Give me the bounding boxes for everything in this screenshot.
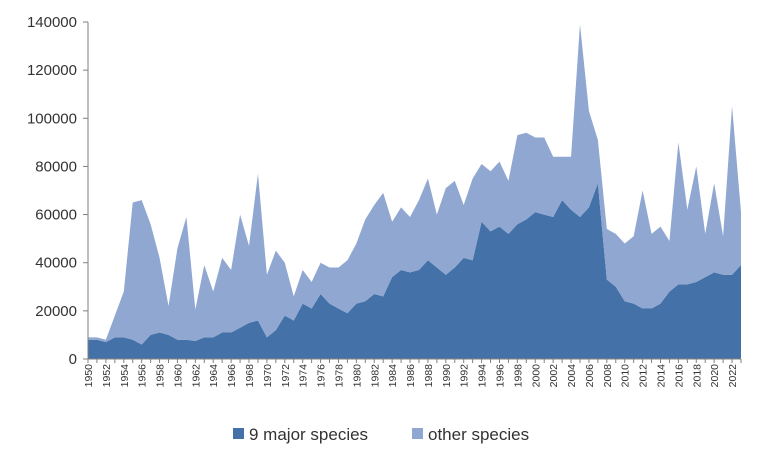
legend: 9 major species other species <box>233 425 529 444</box>
legend-label-other-species: other species <box>428 425 529 444</box>
x-tick-label: 1968 <box>244 364 256 388</box>
plot-area <box>88 24 741 359</box>
series-area-other-species <box>88 24 741 345</box>
x-tick-label: 1954 <box>119 364 131 388</box>
x-tick-label: 1978 <box>333 364 345 388</box>
x-tick-label: 1996 <box>494 364 506 388</box>
y-tick-label: 0 <box>69 351 77 368</box>
x-tick-label: 1990 <box>441 364 453 388</box>
x-axis: 1950 1952 1954 1956 1958 1960 1962 1964 1966 1968… <box>83 358 742 388</box>
y-tick-label: 60000 <box>35 207 77 224</box>
legend-swatch-other-species <box>412 428 423 439</box>
x-tick-label: 1966 <box>226 364 238 388</box>
y-tick-label: 40000 <box>35 255 77 272</box>
x-tick-label: 1960 <box>172 364 184 388</box>
x-tick-label: 1962 <box>190 364 202 388</box>
x-tick-label: 1984 <box>387 364 399 388</box>
x-tick-label: 1976 <box>316 364 328 388</box>
x-tick-label: 2012 <box>638 364 650 388</box>
x-tick-label: 1974 <box>298 364 310 388</box>
x-tick-label: 1992 <box>459 364 471 388</box>
y-tick-label: 20000 <box>35 303 77 320</box>
y-tick-label: 80000 <box>35 158 77 175</box>
x-tick-label: 1980 <box>351 364 363 388</box>
x-tick-label: 2018 <box>691 364 703 388</box>
x-tick-label: 2006 <box>584 364 596 388</box>
x-tick-label: 2020 <box>709 364 721 388</box>
x-tick-label: 2014 <box>655 364 667 388</box>
x-tick-label: 2008 <box>602 364 614 388</box>
legend-swatch-9-major-species <box>233 428 244 439</box>
x-tick-label: 2016 <box>673 364 685 388</box>
series-area-9-major-species <box>88 183 741 359</box>
x-tick-label: 1952 <box>101 364 113 388</box>
x-tick-label: 1950 <box>83 364 95 388</box>
x-tick-label: 2022 <box>727 364 739 388</box>
x-tick-label: 1982 <box>369 364 381 388</box>
x-tick-label: 2004 <box>566 364 578 388</box>
x-tick-label: 1956 <box>137 364 149 388</box>
y-tick-label: 100000 <box>27 110 77 127</box>
x-tick-label: 1970 <box>262 364 274 388</box>
y-tick-label: 140000 <box>27 14 77 31</box>
legend-label-9-major-species: 9 major species <box>249 425 368 444</box>
x-tick-label: 1986 <box>405 364 417 388</box>
x-tick-label: 2002 <box>548 364 560 388</box>
x-tick-label: 1964 <box>208 364 220 388</box>
x-tick-label: 2010 <box>620 364 632 388</box>
x-tick-label: 1988 <box>423 364 435 388</box>
x-tick-label: 1972 <box>280 364 292 388</box>
y-tick-label: 120000 <box>27 62 77 79</box>
x-tick-label: 1998 <box>512 364 524 388</box>
x-tick-label: 1994 <box>477 364 489 388</box>
x-tick-label: 2000 <box>530 364 542 388</box>
x-tick-label: 1958 <box>155 364 167 388</box>
y-axis: 0 20000 40000 60000 80000 100000 120000 140000 <box>27 14 89 368</box>
